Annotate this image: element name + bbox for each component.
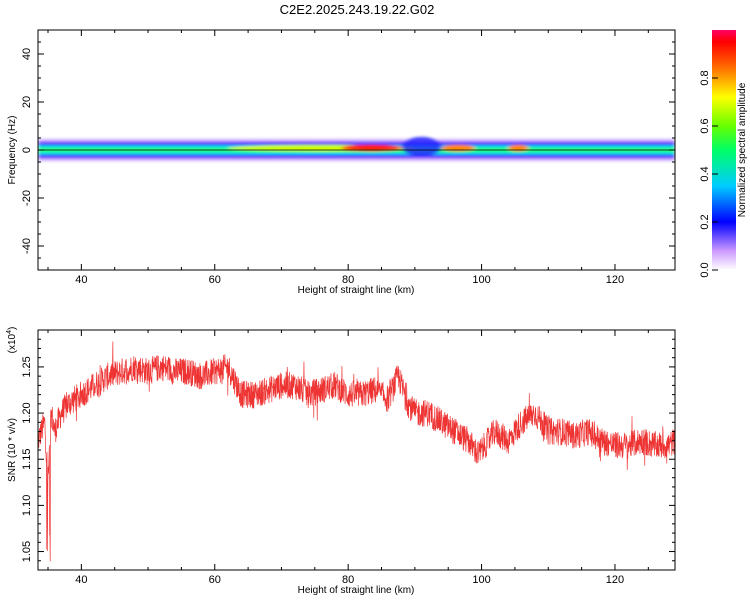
snr-exponent-power: 4 — [6, 330, 13, 334]
snr-exponent-close: ) — [7, 327, 18, 330]
colorbar-tick-label: 0.8 — [699, 70, 711, 85]
spectrogram-ytick-label: -20 — [21, 190, 33, 206]
spectrogram-hotspot — [441, 144, 475, 152]
snr-xtick-label: 80 — [342, 574, 354, 586]
snr-ytick-label: 1.25 — [21, 356, 33, 377]
spectrogram-xtick-label: 100 — [472, 274, 490, 286]
snr-ytick-label: 1.05 — [21, 541, 33, 562]
figure-title: C2E2.2025.243.19.22.G02 — [280, 2, 435, 17]
spectrogram-hotspot — [508, 144, 529, 152]
spectrogram-xtick-label: 40 — [75, 274, 87, 286]
snr-exponent: (x104) — [6, 327, 18, 354]
snr-xtick-label: 60 — [209, 574, 221, 586]
spectrogram-hotspot — [341, 144, 402, 152]
snr-ytick-label: 1.15 — [21, 449, 33, 470]
snr-ytick-label: 1.20 — [21, 402, 33, 423]
spectrogram-ylabel: Frequency (Hz) — [7, 116, 18, 185]
colorbar-tick-label: 0.0 — [699, 262, 711, 277]
spectrogram-xtick-label: 60 — [209, 274, 221, 286]
snr-exponent-base: (x10 — [7, 333, 18, 353]
snr-xlabel: Height of straight line (km) — [298, 585, 415, 596]
colorbar-tick-label: 0.2 — [699, 214, 711, 229]
snr-panel: 40 60 80 100 120 1.05 1.10 1.15 1.20 1.25 Height … — [6, 327, 676, 596]
snr-series-line — [38, 341, 675, 562]
snr-xtick-label: 100 — [472, 574, 490, 586]
snr-xtick-label: 120 — [606, 574, 624, 586]
svg-text:(x104): (x104) — [6, 327, 18, 354]
colorbar-gradient — [712, 30, 736, 270]
colorbar-tick-label: 0.4 — [699, 166, 711, 181]
spectrogram-ytick-label: 20 — [21, 96, 33, 108]
spectrogram-xlabel: Height of straight line (km) — [298, 285, 415, 296]
spectrogram-xtick-label: 80 — [342, 274, 354, 286]
snr-ytick-label: 1.10 — [21, 495, 33, 516]
snr-ylabel: SNR (10 * v/v) — [7, 418, 18, 482]
spectrogram-xtick-label: 120 — [606, 274, 624, 286]
colorbar-label: Normalized spectral amplitude — [737, 82, 748, 217]
spectrogram-hotspot — [401, 136, 442, 156]
colorbar-tick-label: 0.6 — [699, 118, 711, 133]
spectrogram-ytick-label: 40 — [21, 48, 33, 60]
spectrogram-ytick-label: -40 — [21, 238, 33, 254]
snr-xtick-label: 40 — [75, 574, 87, 586]
spectrogram-panel: 40 60 80 100 120 -40 -20 0 20 40 Height of straig… — [7, 29, 676, 296]
spectrogram-ytick-label: 0 — [21, 147, 33, 153]
colorbar: 0.0 0.2 0.4 0.6 0.8 Normalized spectral ampl… — [699, 30, 748, 278]
